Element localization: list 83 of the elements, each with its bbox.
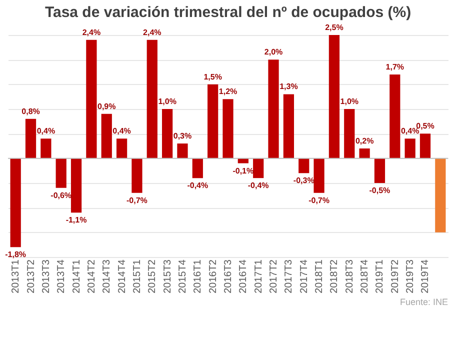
bar [238,158,248,164]
x-tick-label: 2018T2 [329,259,340,294]
bar [208,84,218,158]
data-label: 1,2% [218,87,238,96]
bar [70,158,82,213]
data-label: 2,4% [82,28,101,37]
x-tick-label: 2013T2 [26,259,37,294]
data-label: 2,4% [143,28,162,37]
bar [101,114,112,158]
x-tick-label: 2018T3 [344,259,356,294]
x-tick-label: 2016T3 [223,259,234,294]
data-label: -0,7% [308,196,330,205]
bar [40,138,52,158]
data-label: 2,0% [264,48,283,57]
data-label: -1,1% [66,216,87,225]
x-tick-label: 2017T2 [268,259,280,294]
x-tick-label: 2015T3 [162,259,174,294]
data-label: 1,0% [340,97,358,106]
x-tick-label: 2019T2 [390,259,401,294]
x-tick-label: 2015T1 [132,259,143,294]
x-tick-label: 2013T1 [10,259,22,294]
x-tick-label: 2016T4 [238,259,250,294]
bar [390,74,400,158]
bar [328,35,340,158]
bar [162,109,173,158]
source-note: Fuente: INE [400,297,448,307]
x-tick-label: 2017T4 [298,259,310,294]
data-label: 0,4% [36,126,56,136]
data-label: 0,9% [98,102,116,111]
bar [344,109,355,158]
bar [192,158,203,178]
x-tick-label: 2014T3 [102,259,113,294]
x-tick-label: 2019T1 [374,259,386,294]
bar [283,94,294,158]
x-tick-label: 2015T4 [177,259,188,294]
x-tick-label: 2017T3 [284,259,295,294]
x-tick-label: 2015T2 [147,259,158,294]
x-tick-label: 2013T3 [40,259,52,294]
bar [435,158,446,232]
bar [116,138,128,158]
bar [222,99,234,158]
bar [420,134,431,158]
data-label: -1,8% [5,250,26,260]
data-label: -0,4% [248,181,269,190]
bar [56,158,66,188]
bar [25,118,36,158]
bar [268,60,279,158]
data-label: -0,5% [369,186,390,195]
x-tick-label: 2019T3 [405,259,416,294]
bar [177,144,188,158]
bar [359,148,370,158]
data-label: 0,2% [355,136,374,146]
data-label: 1,7% [386,62,404,72]
bar [253,158,264,178]
x-tick-label: 2014T1 [71,259,82,294]
bar [132,158,142,193]
data-label: 0,3% [173,132,192,141]
data-label: -0,7% [126,196,148,205]
data-label: 1,5% [204,72,222,82]
bar [374,158,386,183]
data-label: 0,8% [22,106,40,116]
data-label: 2,5% [325,23,344,32]
bar [146,40,158,158]
bar [86,40,97,158]
bar [314,158,324,193]
x-tick-label: 2014T4 [116,259,128,294]
chart-title: Tasa de variación trimestral del nº de ocupados (%) [44,4,412,21]
bar [404,138,416,158]
x-tick-label: 2018T4 [360,259,371,294]
x-tick-label: 2016T1 [192,259,204,294]
data-label: 1,0% [158,97,176,106]
x-tick-label: 2017T1 [253,259,264,294]
x-tick-label: 2018T1 [314,259,326,294]
bar [10,158,21,248]
data-label: 1,3% [280,82,298,92]
x-tick-label: 2013T4 [56,259,68,294]
data-label: 0,4% [400,126,420,136]
x-tick-label: 2016T2 [208,259,219,294]
x-tick-label: 2014T2 [86,259,98,294]
x-tick-label: 2019T4 [420,259,432,294]
data-label: 0,4% [112,126,131,136]
data-label: -0,4% [187,181,208,190]
bar [298,158,310,174]
